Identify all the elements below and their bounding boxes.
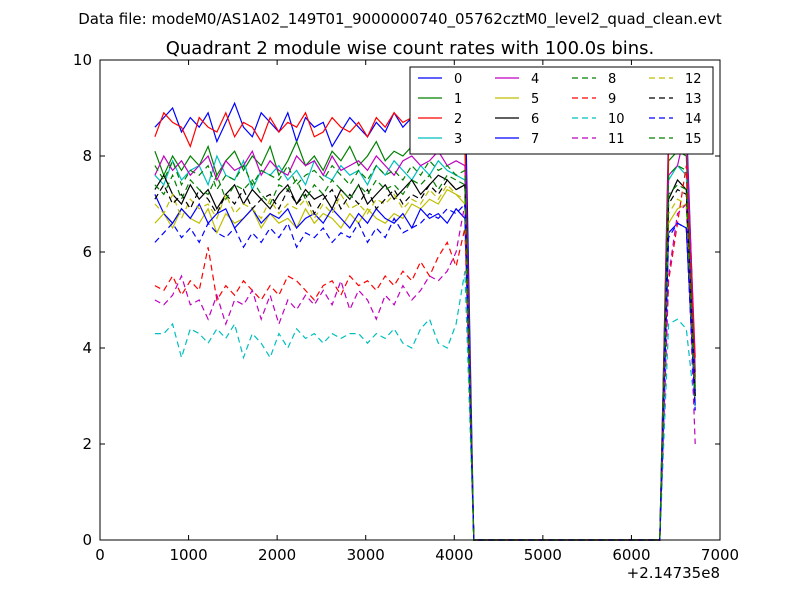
x-tick-label: 4000: [435, 546, 473, 564]
y-tick-label: 4: [82, 339, 92, 357]
legend-label-0: 0: [454, 72, 462, 87]
legend-label-6: 6: [531, 112, 539, 127]
x-tick-label: 5000: [524, 546, 562, 564]
x-tick-label: 1000: [169, 546, 207, 564]
legend-label-15: 15: [685, 132, 702, 147]
series-line-10: [154, 271, 696, 541]
plot-frame: [99, 59, 721, 541]
legend-label-8: 8: [608, 72, 616, 87]
y-tick-label: 8: [82, 147, 92, 165]
series-line-7: [154, 194, 696, 541]
series-line-8: [154, 159, 696, 541]
series-line-9: [154, 165, 696, 541]
series-line-11: [154, 202, 696, 541]
suptitle: Data file: modeM0/AS1A02_149T01_90000007…: [78, 10, 722, 29]
y-tick-label: 10: [73, 51, 92, 69]
legend-label-4: 4: [531, 72, 539, 87]
chart-title: Quadrant 2 module wise count rates with …: [166, 38, 655, 59]
legend-label-14: 14: [685, 112, 702, 127]
series-line-13: [154, 179, 696, 541]
series-line-5: [154, 188, 696, 541]
x-tick-label: 7000: [701, 546, 739, 564]
legend-label-3: 3: [454, 132, 462, 147]
legend-label-9: 9: [608, 92, 616, 107]
legend-label-5: 5: [531, 92, 539, 107]
legend-label-12: 12: [685, 72, 702, 87]
legend-box: [409, 66, 714, 155]
x-tick-label: 6000: [612, 546, 650, 564]
legend-label-1: 1: [454, 92, 462, 107]
legend-label-7: 7: [531, 132, 539, 147]
series-line-12: [154, 183, 696, 541]
x-offset-label: +2.14735e8: [627, 564, 720, 582]
x-tick-label: 0: [95, 546, 105, 564]
y-tick-label: 2: [82, 435, 92, 453]
x-tick-label: 2000: [258, 546, 296, 564]
x-tick-label: 3000: [347, 546, 385, 564]
legend-label-10: 10: [608, 112, 625, 127]
legend-label-2: 2: [454, 112, 462, 127]
series-line-14: [154, 202, 696, 541]
legend-label-11: 11: [608, 132, 625, 147]
y-tick-label: 0: [82, 531, 92, 549]
legend-label-13: 13: [685, 92, 702, 107]
y-tick-label: 6: [82, 243, 92, 261]
